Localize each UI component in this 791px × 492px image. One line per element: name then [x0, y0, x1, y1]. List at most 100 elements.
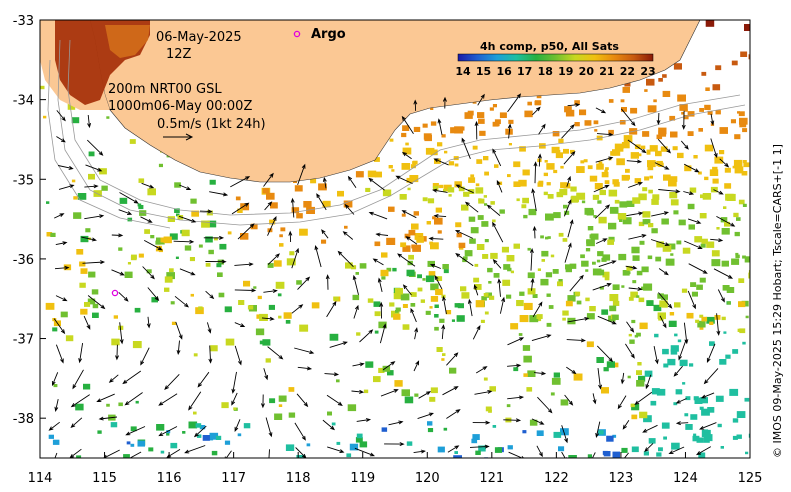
sst-pixel — [65, 335, 74, 342]
current-arrow — [492, 259, 502, 269]
current-arrow — [710, 113, 715, 126]
sst-pixel — [336, 441, 341, 445]
current-arrow — [530, 277, 535, 291]
sst-pixel — [278, 404, 283, 407]
sst-pixel — [623, 135, 633, 143]
sst-pixel — [485, 292, 492, 298]
sst-pixel — [646, 151, 651, 155]
sst-pixel — [649, 175, 653, 179]
sst-pixel — [132, 341, 142, 349]
sst-pixel — [337, 190, 344, 197]
sst-pixel — [652, 194, 660, 200]
current-arrow — [668, 446, 685, 454]
sst-pixel — [639, 322, 648, 330]
sst-pixel — [715, 65, 722, 71]
sst-pixel — [494, 447, 502, 453]
sst-pixel — [445, 310, 452, 315]
current-arrow — [84, 184, 99, 189]
sst-pixel — [237, 208, 243, 213]
sst-pixel — [548, 305, 554, 309]
sst-pixel — [184, 245, 192, 251]
date-label: 06-May-2025 — [156, 30, 242, 45]
sst-pixel — [559, 188, 568, 196]
sst-pixel — [599, 286, 604, 290]
sst-pixel — [681, 288, 688, 293]
sst-pixel — [401, 132, 407, 138]
current-arrow — [428, 236, 444, 241]
sst-pixel — [565, 264, 572, 270]
sst-pixel — [417, 287, 423, 292]
sst-pixel — [712, 178, 719, 184]
sst-pixel — [742, 128, 748, 133]
sst-pixel — [681, 111, 685, 115]
sst-pixel — [523, 373, 528, 377]
sst-pixel — [743, 162, 750, 168]
sst-pixel — [576, 166, 585, 173]
sst-pixel — [443, 269, 449, 274]
sst-pixel — [303, 201, 312, 208]
colorbar-title: 4h comp, p50, All Sats — [480, 40, 619, 53]
sst-pixel — [435, 288, 443, 296]
sst-pixel — [267, 263, 274, 268]
current-arrow — [111, 233, 124, 238]
current-arrow — [231, 202, 250, 215]
current-arrow — [141, 182, 155, 189]
sst-pixel — [464, 112, 473, 119]
sst-pixel — [479, 130, 486, 136]
sst-pixel — [389, 302, 395, 307]
sst-pixel — [210, 345, 218, 352]
y-tick-label: -38 — [13, 412, 34, 427]
sst-pixel — [731, 60, 738, 66]
sst-pixel — [395, 310, 399, 313]
sst-pixel — [594, 129, 598, 132]
sst-pixel — [636, 380, 645, 387]
sst-pixel — [250, 223, 258, 230]
sst-pixel — [80, 235, 89, 243]
sst-pixel — [294, 185, 303, 192]
current-arrow — [681, 110, 686, 130]
sst-pixel — [679, 104, 688, 111]
sst-pixel — [205, 236, 213, 243]
sst-pixel — [631, 414, 638, 420]
current-arrow — [55, 295, 68, 302]
sst-pixel — [493, 273, 500, 278]
sst-pixel — [702, 193, 712, 200]
sst-pixel — [523, 302, 533, 310]
current-arrow — [296, 393, 309, 408]
x-tick-label: 125 — [738, 471, 763, 486]
sst-pixel — [562, 317, 566, 321]
sst-pixel — [355, 272, 359, 275]
sst-pixel — [726, 287, 735, 293]
sst-pixel — [712, 84, 721, 91]
colorbar-tick-label: 22 — [620, 65, 635, 78]
current-arrow — [620, 108, 636, 127]
sst-pixel — [134, 307, 141, 313]
x-tick-label: 114 — [28, 471, 53, 486]
sst-pixel — [463, 256, 468, 261]
sst-pixel — [614, 199, 620, 204]
sst-pixel — [158, 163, 163, 168]
sst-pixel — [692, 435, 700, 442]
current-arrow — [368, 211, 388, 220]
sst-pixel — [700, 397, 708, 404]
sst-pixel — [677, 152, 684, 159]
colorbar-tick-label: 19 — [558, 65, 573, 78]
sst-pixel — [444, 150, 448, 154]
sst-pixel — [551, 377, 561, 385]
current-arrow — [654, 162, 670, 170]
current-arrow — [83, 315, 91, 330]
sst-pixel — [654, 333, 659, 338]
sst-pixel — [483, 195, 487, 198]
current-arrow — [384, 442, 405, 447]
sst-pixel — [166, 272, 175, 280]
sst-pixel — [705, 87, 710, 91]
sst-pixel — [714, 156, 724, 164]
sst-pixel — [215, 435, 222, 440]
sst-pixel — [240, 233, 249, 240]
sst-pixel — [480, 319, 485, 323]
sst-pixel — [694, 236, 703, 243]
sst-pixel — [656, 241, 664, 248]
sst-pixel — [410, 303, 416, 307]
sst-pixel — [647, 165, 654, 171]
current-arrow — [591, 452, 596, 458]
